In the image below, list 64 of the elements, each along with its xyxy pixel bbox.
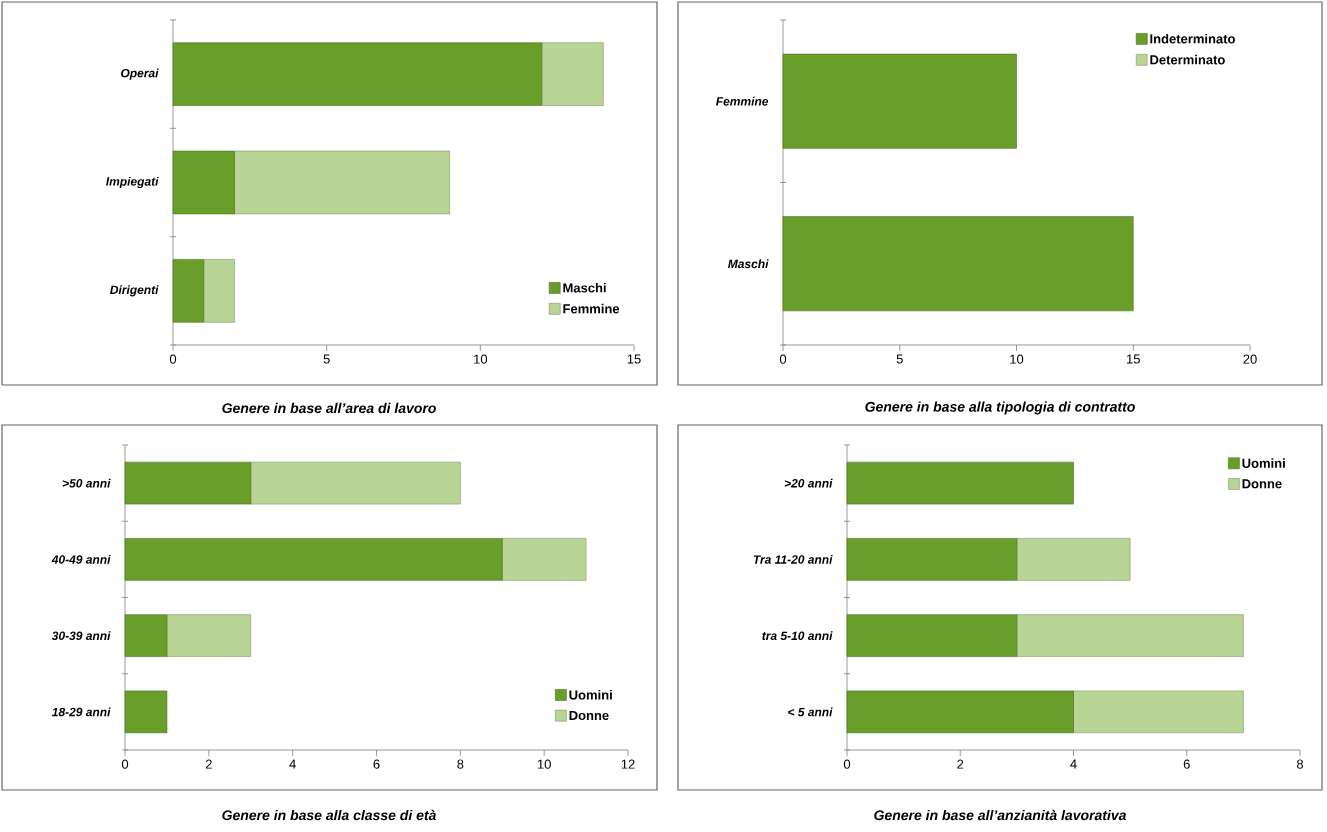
- x-tick-label: 5: [323, 354, 330, 364]
- bar: [846, 461, 1074, 505]
- legend-label: Donne: [569, 710, 609, 721]
- x-tick-label: 4: [289, 759, 296, 769]
- legend-label: Femmine: [563, 303, 620, 314]
- x-tick-label: 5: [896, 354, 903, 364]
- bar: [846, 614, 1018, 657]
- x-tick-label: 10: [537, 759, 551, 769]
- text: Genere in base all’anzianità lavorativa: [874, 809, 1127, 821]
- y-tick-label: 40-49 anni: [51, 554, 111, 564]
- bar: [1016, 538, 1131, 581]
- legend-label: Maschi: [563, 282, 606, 293]
- x-tick-label: 20: [1243, 354, 1257, 364]
- y-tick-label: 30-39 anni: [51, 631, 111, 641]
- y-tick-label: Tra 11-20 anni: [753, 554, 833, 564]
- bar: [501, 538, 587, 581]
- bar: [172, 259, 205, 323]
- x-tick-label: 0: [779, 354, 787, 364]
- x-tick-label: 15: [1127, 354, 1140, 364]
- y-tick-label: Dirigenti: [110, 285, 159, 297]
- x-tick-label: 6: [1183, 759, 1190, 769]
- x-tick-label: 0: [121, 759, 129, 769]
- bar: [250, 461, 461, 505]
- x-tick-label: 10: [1010, 354, 1024, 364]
- text: Genere in base alla tipologia di contratto: [865, 401, 1135, 415]
- y-tick-label: tra 5-10 anni: [762, 631, 833, 641]
- x-tick-label: 4: [1070, 759, 1077, 769]
- y-tick-label: < 5 anni: [788, 707, 833, 717]
- legend-label: Indeterminato: [1150, 33, 1235, 44]
- text: Genere in base alla classe di età: [222, 809, 436, 821]
- text: Genere in base all’area di lavoro: [222, 402, 436, 414]
- x-tick-label: 8: [457, 759, 464, 769]
- bar: [234, 150, 450, 215]
- bar: [124, 538, 503, 581]
- bar: [166, 614, 252, 657]
- bar: [203, 259, 235, 323]
- x-tick-label: 6: [373, 759, 380, 769]
- bar: [124, 690, 168, 734]
- y-tick-label: 18-29 anni: [51, 707, 111, 717]
- legend-label: Uomini: [1242, 458, 1285, 468]
- bar: [124, 461, 252, 505]
- bar: [1016, 614, 1244, 657]
- x-tick-label: 0: [843, 759, 851, 769]
- x-tick-label: 15: [627, 354, 641, 364]
- legend-label: Determinato: [1150, 54, 1225, 65]
- y-tick-label: >50 anni: [62, 478, 111, 488]
- x-tick-label: 2: [957, 759, 964, 769]
- y-tick-label: >20 anni: [784, 478, 833, 488]
- y-tick-label: Impiegati: [106, 176, 159, 189]
- x-tick-label: 12: [621, 759, 635, 769]
- bar: [541, 42, 604, 106]
- bar: [172, 150, 235, 215]
- y-tick-label: Operai: [121, 68, 159, 80]
- bar: [172, 42, 543, 106]
- x-tick-label: 10: [474, 354, 488, 364]
- legend-label: Uomini: [569, 690, 612, 700]
- x-tick-label: 2: [205, 759, 212, 769]
- bar: [846, 538, 1018, 581]
- bar: [1073, 690, 1244, 734]
- x-tick-label: 0: [169, 354, 177, 364]
- bar: [846, 690, 1074, 734]
- x-tick-label: 8: [1296, 759, 1304, 769]
- legend-label: Donne: [1242, 479, 1282, 489]
- bar: [124, 614, 168, 657]
